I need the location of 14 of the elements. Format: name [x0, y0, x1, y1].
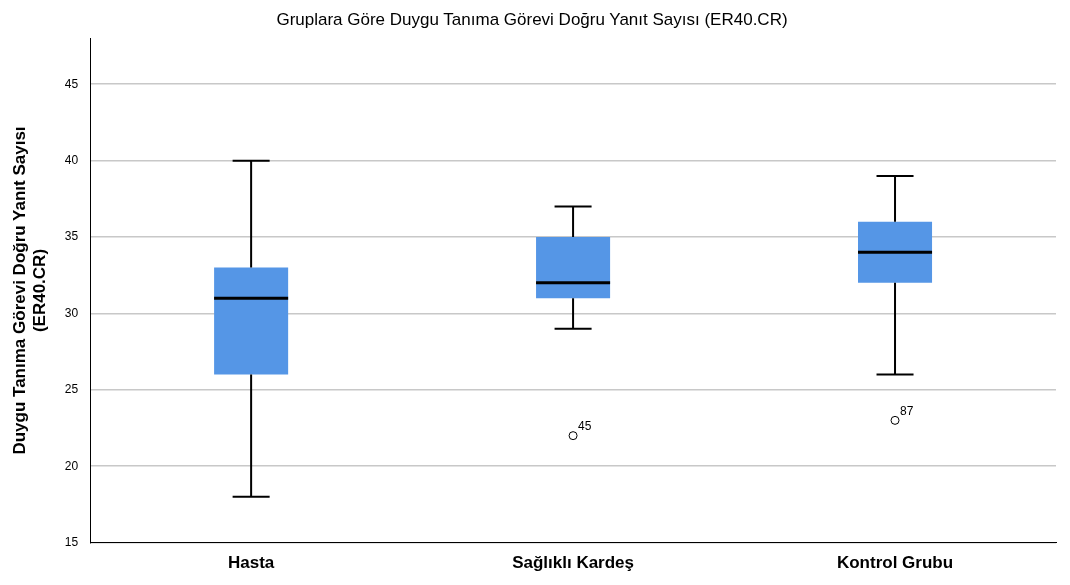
chart-title: Gruplara Göre Duygu Tanıma Görevi Doğru Yanıt Sayısı (ER40.CR) — [276, 9, 788, 29]
y-tick-label: 30 — [64, 305, 79, 320]
y-tick-label: 15 — [64, 534, 79, 549]
x-tick-label: Sağlıklı Kardeş — [512, 553, 635, 573]
y-tick-label: 40 — [64, 152, 79, 167]
annotation: 45 — [578, 418, 592, 433]
annotation: 87 — [900, 403, 914, 418]
y-tick-label: 45 — [64, 76, 79, 91]
x-tick-label: Kontrol Grubu — [836, 553, 954, 573]
y-tick-label: 20 — [64, 458, 79, 473]
y-tick-label: 25 — [64, 382, 79, 397]
y-tick-label: 35 — [64, 229, 79, 244]
y-axis-title: Duygu Tanıma Görevi Doğru Yanıt Sayısı (ER40.CR) — [9, 126, 50, 455]
x-tick-label: Hasta — [227, 553, 275, 573]
